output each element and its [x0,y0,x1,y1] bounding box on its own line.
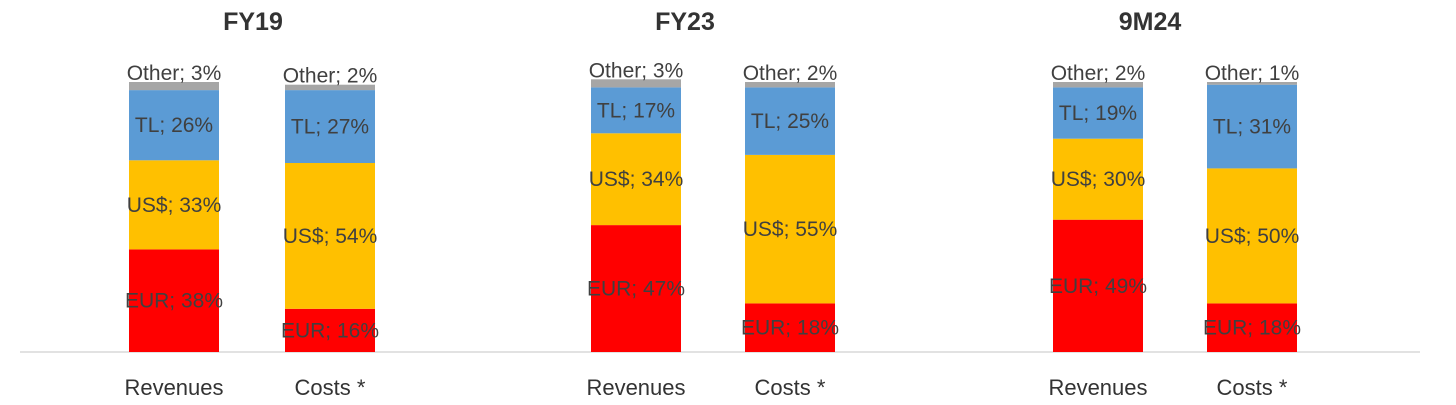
data-label: TL; 19% [1059,102,1137,125]
data-label: US$; 30% [1051,168,1146,191]
bar-segment-other [285,84,375,91]
bar-segment-eur [745,303,835,352]
category-label: Revenues [1048,375,1147,400]
bar-segment-tl [1207,84,1297,169]
data-label: US$; 54% [283,225,378,248]
data-label: TL; 17% [597,99,675,122]
data-label: US$; 55% [743,218,838,241]
data-label: US$; 50% [1205,225,1300,248]
bar-segment-eur [591,225,681,352]
category-label: Revenues [124,375,223,400]
data-label: Other; 1% [1205,62,1300,85]
data-label: EUR; 47% [587,278,685,301]
panel-title: FY19 [223,8,283,36]
bar-segment-eur [1207,303,1297,352]
category-label: Revenues [586,375,685,400]
bar-segment-other [745,82,835,88]
bar-segment-us [745,154,835,304]
category-label: Costs * [295,375,366,400]
data-label: Other; 3% [589,59,684,82]
data-label: EUR; 49% [1049,275,1147,298]
bar-segment-us [1207,168,1297,304]
data-label: US$; 33% [127,194,222,217]
data-label: US$; 34% [589,168,684,191]
bar-segment-tl [745,87,835,155]
bar-segment-us [129,160,219,250]
bar-segment-eur [129,249,219,352]
bar-segment-eur [1053,219,1143,352]
chart-panel-fy23: FY23 EUR; 47% US$; 34% TL; 17% Other; 3% Reve… [487,8,947,400]
bar-segment-other [1053,82,1143,88]
bar-segment-tl [591,87,681,134]
bar-segment-other [1207,82,1297,85]
chart-panel-fy19: FY19 EUR; 38% US$; 33% TL; 26% Other; 3% Reve… [20,8,487,400]
data-label: TL; 25% [751,110,829,133]
bar-segment-other [591,79,681,88]
data-label: Other; 2% [283,65,378,88]
data-label: TL; 27% [291,116,369,139]
data-label: EUR; 16% [281,319,379,342]
data-label: Other; 2% [743,62,838,85]
data-label: EUR; 18% [1203,317,1301,340]
data-label: TL; 31% [1213,116,1291,139]
data-label: Other; 2% [1051,62,1146,85]
data-label: TL; 26% [135,114,213,137]
bar-segment-us [591,133,681,226]
bar-segment-us [285,163,375,309]
bar-segment-tl [129,90,219,161]
category-label: Costs * [755,375,826,400]
category-label: Costs * [1217,375,1288,400]
panel-title: 9M24 [1119,8,1182,36]
bar-segment-other [129,82,219,91]
panel-title: FY23 [655,8,715,36]
data-label: EUR; 38% [125,290,223,313]
data-label: Other; 3% [127,62,222,85]
bar-segment-eur [285,308,375,352]
bar-segment-tl [285,90,375,163]
chart-panel-9m24: 9M24 EUR; 49% US$; 30% TL; 19% Other; 2% Reve… [947,8,1420,400]
bar-segment-tl [1053,87,1143,139]
bar-segment-us [1053,138,1143,220]
data-label: EUR; 18% [741,317,839,340]
